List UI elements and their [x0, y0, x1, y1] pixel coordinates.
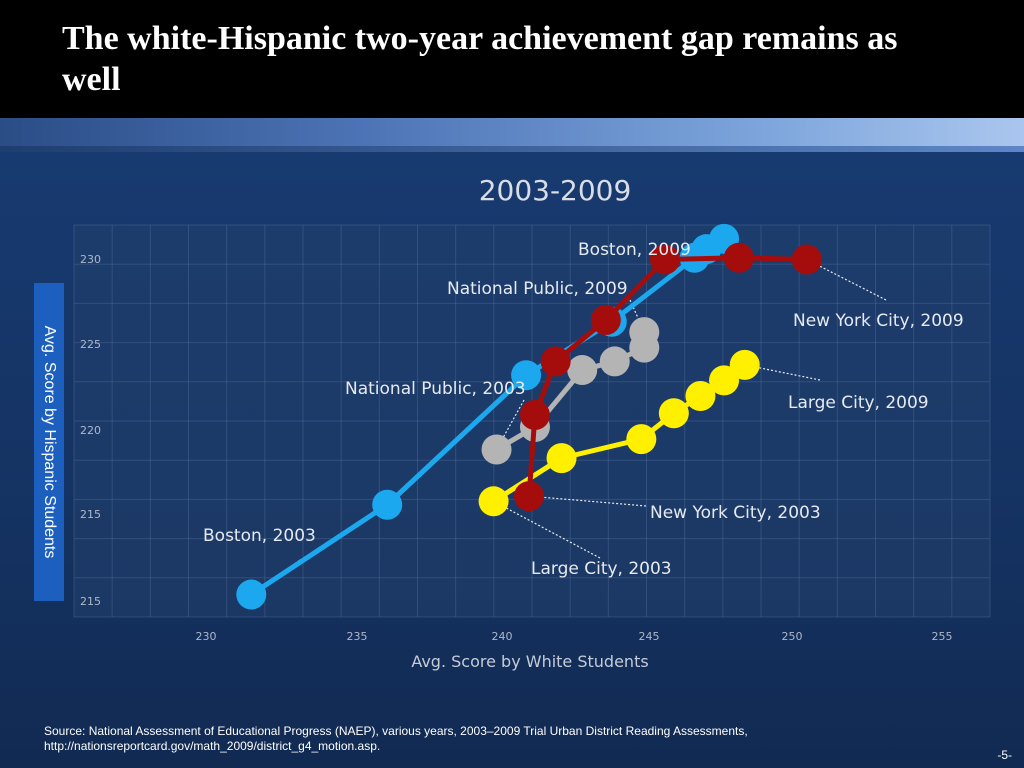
series-new-york-city — [514, 242, 822, 512]
data-point-large-city — [478, 486, 509, 517]
x-tick-label: 230 — [196, 630, 217, 643]
data-point-new-york-city — [649, 244, 680, 275]
header-stripe-accent — [0, 146, 1024, 152]
annotation-label: New York City, 2009 — [793, 311, 964, 331]
x-tick-label: 245 — [639, 630, 660, 643]
y-tick-label: 215 — [80, 595, 101, 608]
annotation-leader — [806, 259, 887, 301]
y-tick-label: 215 — [80, 508, 101, 521]
slide-title: The white-Hispanic two-year achievement … — [62, 20, 898, 98]
y-tick-labels: 230 225 220 215 215 — [80, 253, 101, 608]
source-line-2: http://nationsreportcard.gov/math_2009/d… — [44, 739, 381, 753]
y-tick-label: 230 — [80, 253, 101, 266]
annotation-leader — [528, 495, 647, 507]
data-point-new-york-city — [590, 304, 621, 335]
grid-lines — [73, 224, 991, 618]
series-large-city — [478, 349, 760, 517]
y-axis-label: Avg. Score by Hispanic Students — [41, 325, 58, 559]
x-tick-label: 240 — [492, 630, 513, 643]
y-axis-label-box — [34, 283, 64, 601]
annotation-label: Large City, 2009 — [788, 393, 929, 413]
data-point-boston — [236, 579, 267, 610]
data-point-large-city — [626, 424, 657, 455]
page-number: -5- — [997, 748, 1012, 762]
data-point-large-city — [658, 398, 689, 429]
x-tick-label: 250 — [782, 630, 803, 643]
x-tick-label: 255 — [932, 630, 953, 643]
data-point-new-york-city — [540, 346, 571, 377]
data-point-large-city — [685, 380, 716, 411]
annotation-label: Boston, 2003 — [203, 526, 316, 546]
annotation-label: New York City, 2003 — [650, 503, 821, 523]
y-tick-label: 220 — [80, 424, 101, 437]
annotation-leader — [493, 500, 601, 559]
title-bar: The white-Hispanic two-year achievement … — [0, 0, 1024, 118]
data-point-large-city — [729, 349, 760, 380]
x-tick-label: 235 — [347, 630, 368, 643]
annotation-label: National Public, 2009 — [447, 279, 628, 299]
data-point-national-public — [567, 355, 598, 386]
annotation-label: Boston, 2009 — [578, 240, 691, 260]
data-point-large-city — [709, 365, 740, 396]
annotation-label: National Public, 2003 — [345, 379, 526, 399]
data-point-national-public — [629, 317, 660, 348]
annotation-leader — [496, 399, 525, 450]
data-point-new-york-city — [723, 242, 754, 273]
annotation-labels: Boston, 2009 National Public, 2009 New Yor… — [203, 240, 964, 579]
source-note: Source: National Assessment of Education… — [44, 724, 944, 754]
chart-title: 2003-2009 — [479, 174, 632, 207]
x-axis-label: Avg. Score by White Students — [411, 652, 648, 671]
data-point-new-york-city — [519, 399, 550, 430]
series-layer — [236, 223, 822, 610]
y-tick-label: 225 — [80, 338, 101, 351]
data-point-large-city — [546, 443, 577, 474]
data-point-national-public — [599, 346, 630, 377]
data-point-national-public — [481, 434, 512, 465]
data-point-boston — [372, 489, 403, 520]
annotation-label: Large City, 2003 — [531, 559, 672, 579]
x-tick-labels: 230 235 240 245 250 255 — [196, 630, 953, 643]
source-line-1: Source: National Assessment of Education… — [44, 724, 748, 738]
data-point-new-york-city — [791, 244, 822, 275]
data-point-new-york-city — [514, 481, 545, 512]
data-point-boston — [511, 360, 542, 391]
annotation-leader — [744, 364, 821, 381]
